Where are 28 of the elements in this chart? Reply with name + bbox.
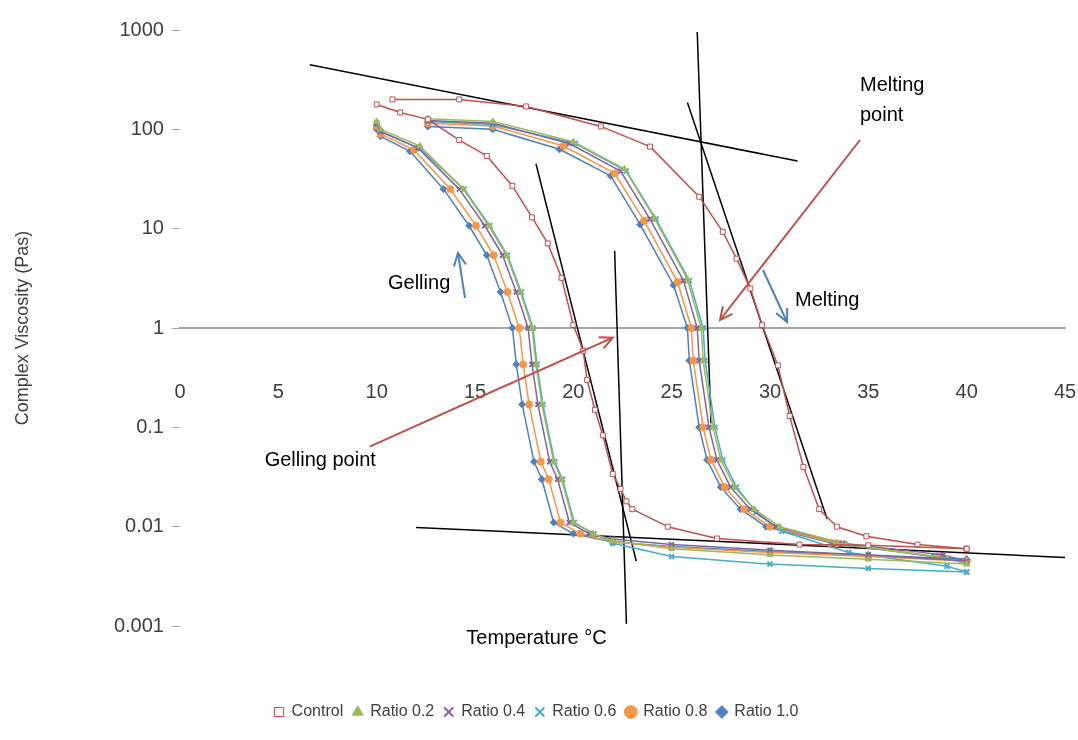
- y-tick-label: 0.1: [136, 414, 164, 437]
- x-tick-label: 25: [660, 379, 683, 402]
- x-tick-label: 45: [1053, 379, 1077, 402]
- annotation: Melting point: [860, 72, 925, 125]
- x-axis-title: Temperature °C: [466, 625, 607, 648]
- legend-label: Ratio 1.0: [734, 702, 799, 720]
- annotation: Melting: [795, 287, 860, 310]
- y-tick-label: 0.001: [113, 613, 164, 636]
- annotation: Gelling: [388, 270, 451, 293]
- x-tick-label: 5: [272, 379, 284, 402]
- x-tick-label: 10: [365, 379, 388, 402]
- y-tick-label: 0.01: [125, 514, 164, 537]
- y-tick-label: 10: [141, 216, 164, 239]
- y-tick-label: 100: [130, 116, 164, 139]
- x-tick-label: 20: [562, 379, 585, 402]
- y-tick-label: 1: [152, 315, 164, 338]
- legend-label: Control: [291, 702, 344, 720]
- legend-label: Ratio 0.8: [643, 702, 708, 720]
- legend-label: Ratio 0.2: [370, 702, 435, 720]
- x-tick-label: 40: [955, 379, 978, 402]
- legend-label: Ratio 0.6: [552, 702, 617, 720]
- legend-label: Ratio 0.4: [461, 702, 526, 720]
- x-tick-label: 30: [758, 379, 782, 402]
- y-axis-title: Complex Viscosity (Pas): [11, 230, 32, 426]
- y-tick-label: 1000: [119, 17, 164, 40]
- annotation: Gelling point: [264, 448, 377, 471]
- x-tick-label: 35: [857, 379, 880, 402]
- x-tick-label: 0: [174, 379, 186, 402]
